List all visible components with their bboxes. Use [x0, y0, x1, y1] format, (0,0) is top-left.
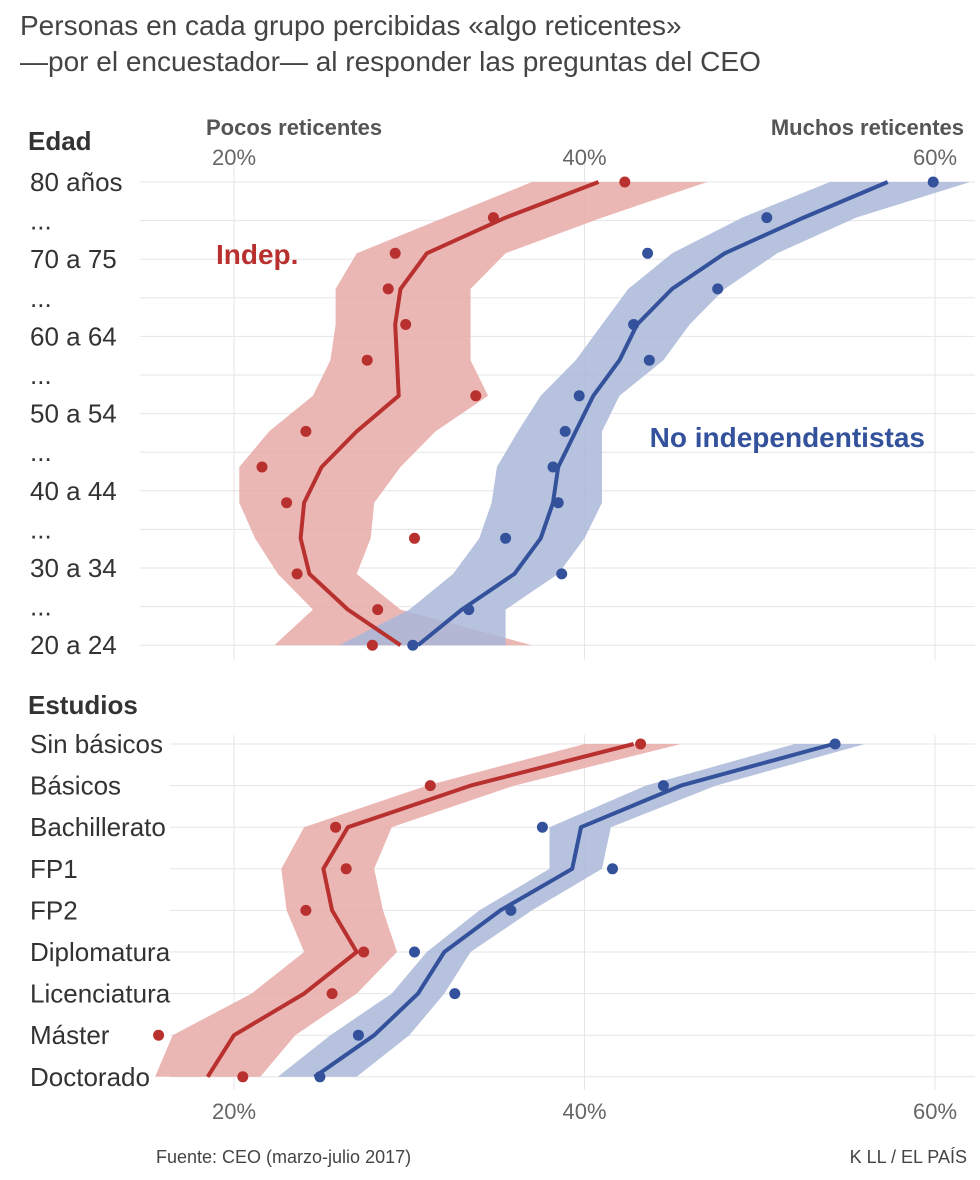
trend-line-no_indep — [313, 742, 834, 1079]
data-point-no_indep — [407, 639, 419, 651]
hint-right-label: Muchos reticentes — [771, 115, 964, 140]
category-label: 80 años — [30, 167, 123, 197]
data-point-indep — [619, 176, 631, 188]
trend-line-indep — [298, 180, 600, 647]
data-point-no_indep — [552, 497, 564, 509]
data-point-indep — [487, 212, 499, 224]
data-point-no_indep — [449, 988, 461, 1000]
source-note: Fuente: CEO (marzo-julio 2017) — [156, 1147, 411, 1167]
section-label-edad: Edad — [28, 126, 92, 156]
title-line-1: Personas en cada grupo percibidas «algo … — [20, 10, 682, 41]
data-point-indep — [470, 390, 482, 402]
data-point-indep — [300, 904, 312, 916]
section-label-estudios: Estudios — [28, 690, 138, 720]
data-point-indep — [330, 821, 342, 833]
chart-title: Personas en cada grupo percibidas «algo … — [20, 8, 920, 80]
data-point-indep — [382, 283, 394, 295]
category-label: Licenciatura — [30, 979, 171, 1009]
category-label: FP2 — [30, 895, 78, 925]
confidence-band-indep — [155, 744, 681, 1077]
data-point-indep — [424, 780, 436, 792]
category-label: 70 a 75 — [30, 244, 117, 274]
data-point-indep — [635, 738, 647, 750]
data-point-no_indep — [314, 1071, 326, 1083]
confidence-band-no_indep — [277, 744, 865, 1077]
data-point-indep — [153, 1029, 165, 1041]
category-label: 20 a 24 — [30, 630, 117, 660]
category-label: ... — [30, 283, 52, 313]
category-label: ... — [30, 206, 52, 236]
data-point-no_indep — [536, 821, 548, 833]
data-point-no_indep — [409, 946, 420, 958]
x-tick-label: 40% — [562, 1099, 606, 1124]
x-tick-label: 60% — [913, 1099, 957, 1124]
category-label: 50 a 54 — [30, 399, 117, 429]
category-label: Bachillerato — [30, 812, 166, 842]
data-point-indep — [340, 863, 352, 875]
category-label: FP1 — [30, 854, 78, 884]
data-point-indep — [372, 604, 384, 616]
data-point-indep — [281, 497, 293, 509]
category-label: 40 a 44 — [30, 476, 117, 506]
data-point-no_indep — [927, 176, 939, 188]
data-point-no_indep — [547, 461, 559, 473]
data-point-indep — [361, 354, 373, 366]
x-tick-label: 20% — [212, 1099, 256, 1124]
data-point-no_indep — [573, 390, 585, 402]
data-point-no_indep — [643, 354, 655, 366]
data-point-indep — [400, 319, 412, 330]
data-point-indep — [326, 988, 338, 1000]
trend-line-no_indep — [416, 180, 889, 647]
data-point-no_indep — [500, 532, 512, 544]
category-label: Diplomatura — [30, 937, 171, 967]
category-label: 30 a 34 — [30, 553, 117, 583]
data-point-no_indep — [712, 283, 724, 295]
category-label: Doctorado — [30, 1062, 150, 1092]
data-point-indep — [237, 1071, 249, 1083]
category-label: 60 a 64 — [30, 321, 117, 351]
data-point-indep — [291, 568, 303, 580]
x-tick-label: 60% — [913, 145, 957, 170]
data-point-indep — [300, 425, 312, 437]
hint-left-label: Pocos reticentes — [206, 115, 382, 140]
data-point-no_indep — [352, 1029, 364, 1041]
confidence-band-indep — [239, 182, 708, 646]
data-point-no_indep — [829, 738, 841, 750]
category-label: ... — [30, 514, 52, 544]
data-point-no_indep — [559, 425, 571, 437]
data-point-no_indep — [628, 319, 640, 330]
x-tick-label: 40% — [562, 145, 606, 170]
data-point-no_indep — [556, 568, 568, 580]
data-point-indep — [358, 946, 370, 958]
data-point-no_indep — [463, 604, 475, 616]
category-label: ... — [30, 437, 52, 467]
x-tick-label: 20% — [212, 145, 256, 170]
data-point-no_indep — [505, 904, 517, 916]
data-point-no_indep — [607, 863, 618, 875]
confidence-band-no_indep — [339, 182, 971, 646]
data-point-indep — [256, 461, 268, 473]
data-point-indep — [409, 532, 420, 544]
category-label: ... — [30, 360, 52, 390]
category-label: Sin básicos — [30, 729, 163, 759]
category-label: ... — [30, 592, 52, 622]
series-label-no-indep: No independentistas — [650, 422, 925, 453]
data-point-indep — [366, 639, 378, 651]
data-point-no_indep — [657, 780, 669, 792]
data-point-no_indep — [761, 212, 773, 224]
series-label-indep: Indep. — [216, 239, 298, 270]
title-line-2: —por el encuestador— al responder las pr… — [20, 46, 761, 77]
category-label: Máster — [30, 1020, 110, 1050]
trend-line-indep — [206, 742, 635, 1078]
category-label: Básicos — [30, 771, 121, 801]
credit: K LL / EL PAÍS — [850, 1147, 967, 1167]
data-point-no_indep — [642, 247, 654, 259]
data-point-indep — [389, 247, 401, 259]
